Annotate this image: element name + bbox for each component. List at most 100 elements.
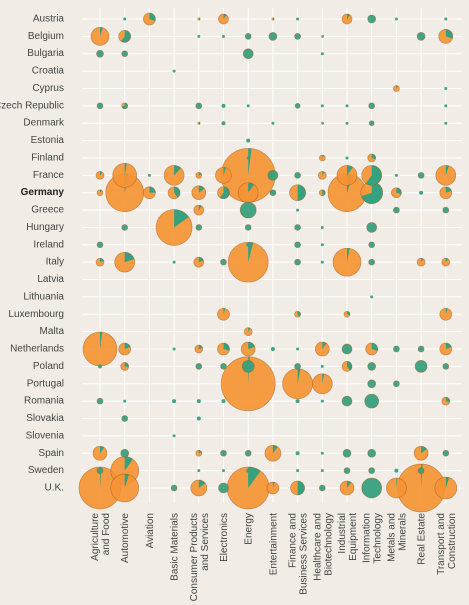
- column-label: Business Services: [299, 513, 310, 595]
- row-label: U.K.: [45, 482, 64, 493]
- bubble: [246, 156, 250, 160]
- row-label: Spain: [38, 448, 64, 459]
- bubble: [341, 13, 353, 25]
- column-label: Basic Materials: [170, 513, 181, 581]
- bubble: [242, 48, 254, 60]
- bubble: [271, 121, 275, 125]
- bubble: [121, 415, 129, 422]
- bubble: [318, 154, 326, 162]
- bubble: [393, 206, 400, 214]
- bubble: [296, 208, 300, 212]
- row-label: Estonia: [31, 135, 65, 146]
- bubble: [172, 347, 176, 351]
- bubble: [368, 241, 376, 249]
- bubble: [290, 480, 305, 496]
- column-label: Construction: [447, 513, 458, 569]
- bubble: [244, 33, 252, 40]
- bubble: [341, 361, 353, 372]
- row-label: Hungary: [26, 222, 64, 233]
- column-label: Metals and: [386, 513, 397, 562]
- bubble: [368, 258, 376, 266]
- bubble: [393, 85, 400, 92]
- row-label: Germany: [21, 187, 65, 198]
- bubble: [110, 473, 140, 503]
- bubble: [143, 12, 156, 26]
- bubble: [320, 225, 324, 229]
- bubble: [391, 187, 402, 199]
- bubble: [295, 399, 300, 404]
- bubble: [121, 50, 129, 58]
- bubble: [289, 184, 306, 202]
- bubble: [195, 449, 203, 457]
- bubble: [217, 186, 230, 200]
- bubble: [368, 120, 375, 127]
- bubble: [246, 468, 251, 473]
- bubble: [444, 121, 448, 125]
- bubble: [220, 258, 227, 266]
- bubble: [194, 344, 204, 354]
- bubble: [368, 102, 376, 110]
- bubble: [220, 449, 227, 457]
- column-label: Aviation: [145, 513, 156, 548]
- row-label: Belgium: [28, 31, 64, 42]
- bubble: [361, 477, 383, 499]
- bubble: [341, 343, 353, 355]
- bubble: [172, 260, 176, 264]
- bubble: [243, 327, 253, 337]
- row-label: Slovenia: [26, 430, 65, 441]
- bubble: [218, 13, 229, 25]
- bubble: [96, 241, 104, 249]
- bubble: [294, 258, 301, 266]
- bubble: [244, 224, 252, 231]
- bubble: [444, 104, 448, 108]
- row-label: Poland: [33, 361, 64, 372]
- bubble: [155, 209, 193, 246]
- bubble: [220, 147, 276, 203]
- bubble: [96, 189, 104, 197]
- bubble: [441, 257, 451, 267]
- bubble: [195, 171, 203, 179]
- bubble: [438, 29, 454, 44]
- bubble: [118, 30, 132, 43]
- bubble: [82, 331, 118, 367]
- bubble: [295, 451, 300, 456]
- bubble: [332, 247, 362, 277]
- bubble: [442, 449, 450, 457]
- bubble: [95, 170, 105, 180]
- bubble: [439, 342, 453, 356]
- bubble: [318, 484, 326, 492]
- bubble: [221, 121, 226, 126]
- bubble: [294, 224, 301, 231]
- bubble: [442, 363, 450, 370]
- bubble: [246, 242, 251, 247]
- bubble: [320, 243, 324, 247]
- bubble: [419, 190, 424, 195]
- row-label: Italy: [46, 257, 64, 268]
- bubble: [342, 448, 352, 458]
- bubble: [237, 182, 259, 204]
- column-label: Energy: [244, 513, 255, 545]
- bubble: [320, 451, 324, 455]
- bubble: [123, 399, 127, 403]
- bubble: [121, 224, 129, 231]
- row-label: Malta: [40, 326, 65, 337]
- bubble: [296, 469, 300, 473]
- column-label: and Services: [200, 513, 211, 571]
- bubble: [266, 481, 280, 495]
- bubble: [394, 468, 399, 473]
- bubble: [172, 399, 177, 404]
- bubble: [90, 27, 110, 46]
- bubble: [221, 103, 226, 108]
- column-label: Healthcare and: [312, 513, 323, 581]
- bubble: [439, 186, 453, 200]
- row-label: Czech Republic: [0, 100, 64, 111]
- bubble: [367, 379, 377, 389]
- column-label: Entertainment: [268, 513, 279, 575]
- bubble: [320, 364, 324, 368]
- bubble: [269, 189, 277, 197]
- bubble: [314, 341, 330, 357]
- bubble: [367, 448, 377, 458]
- column-label: Industrial: [337, 513, 348, 554]
- column-label: Minerals: [397, 513, 408, 551]
